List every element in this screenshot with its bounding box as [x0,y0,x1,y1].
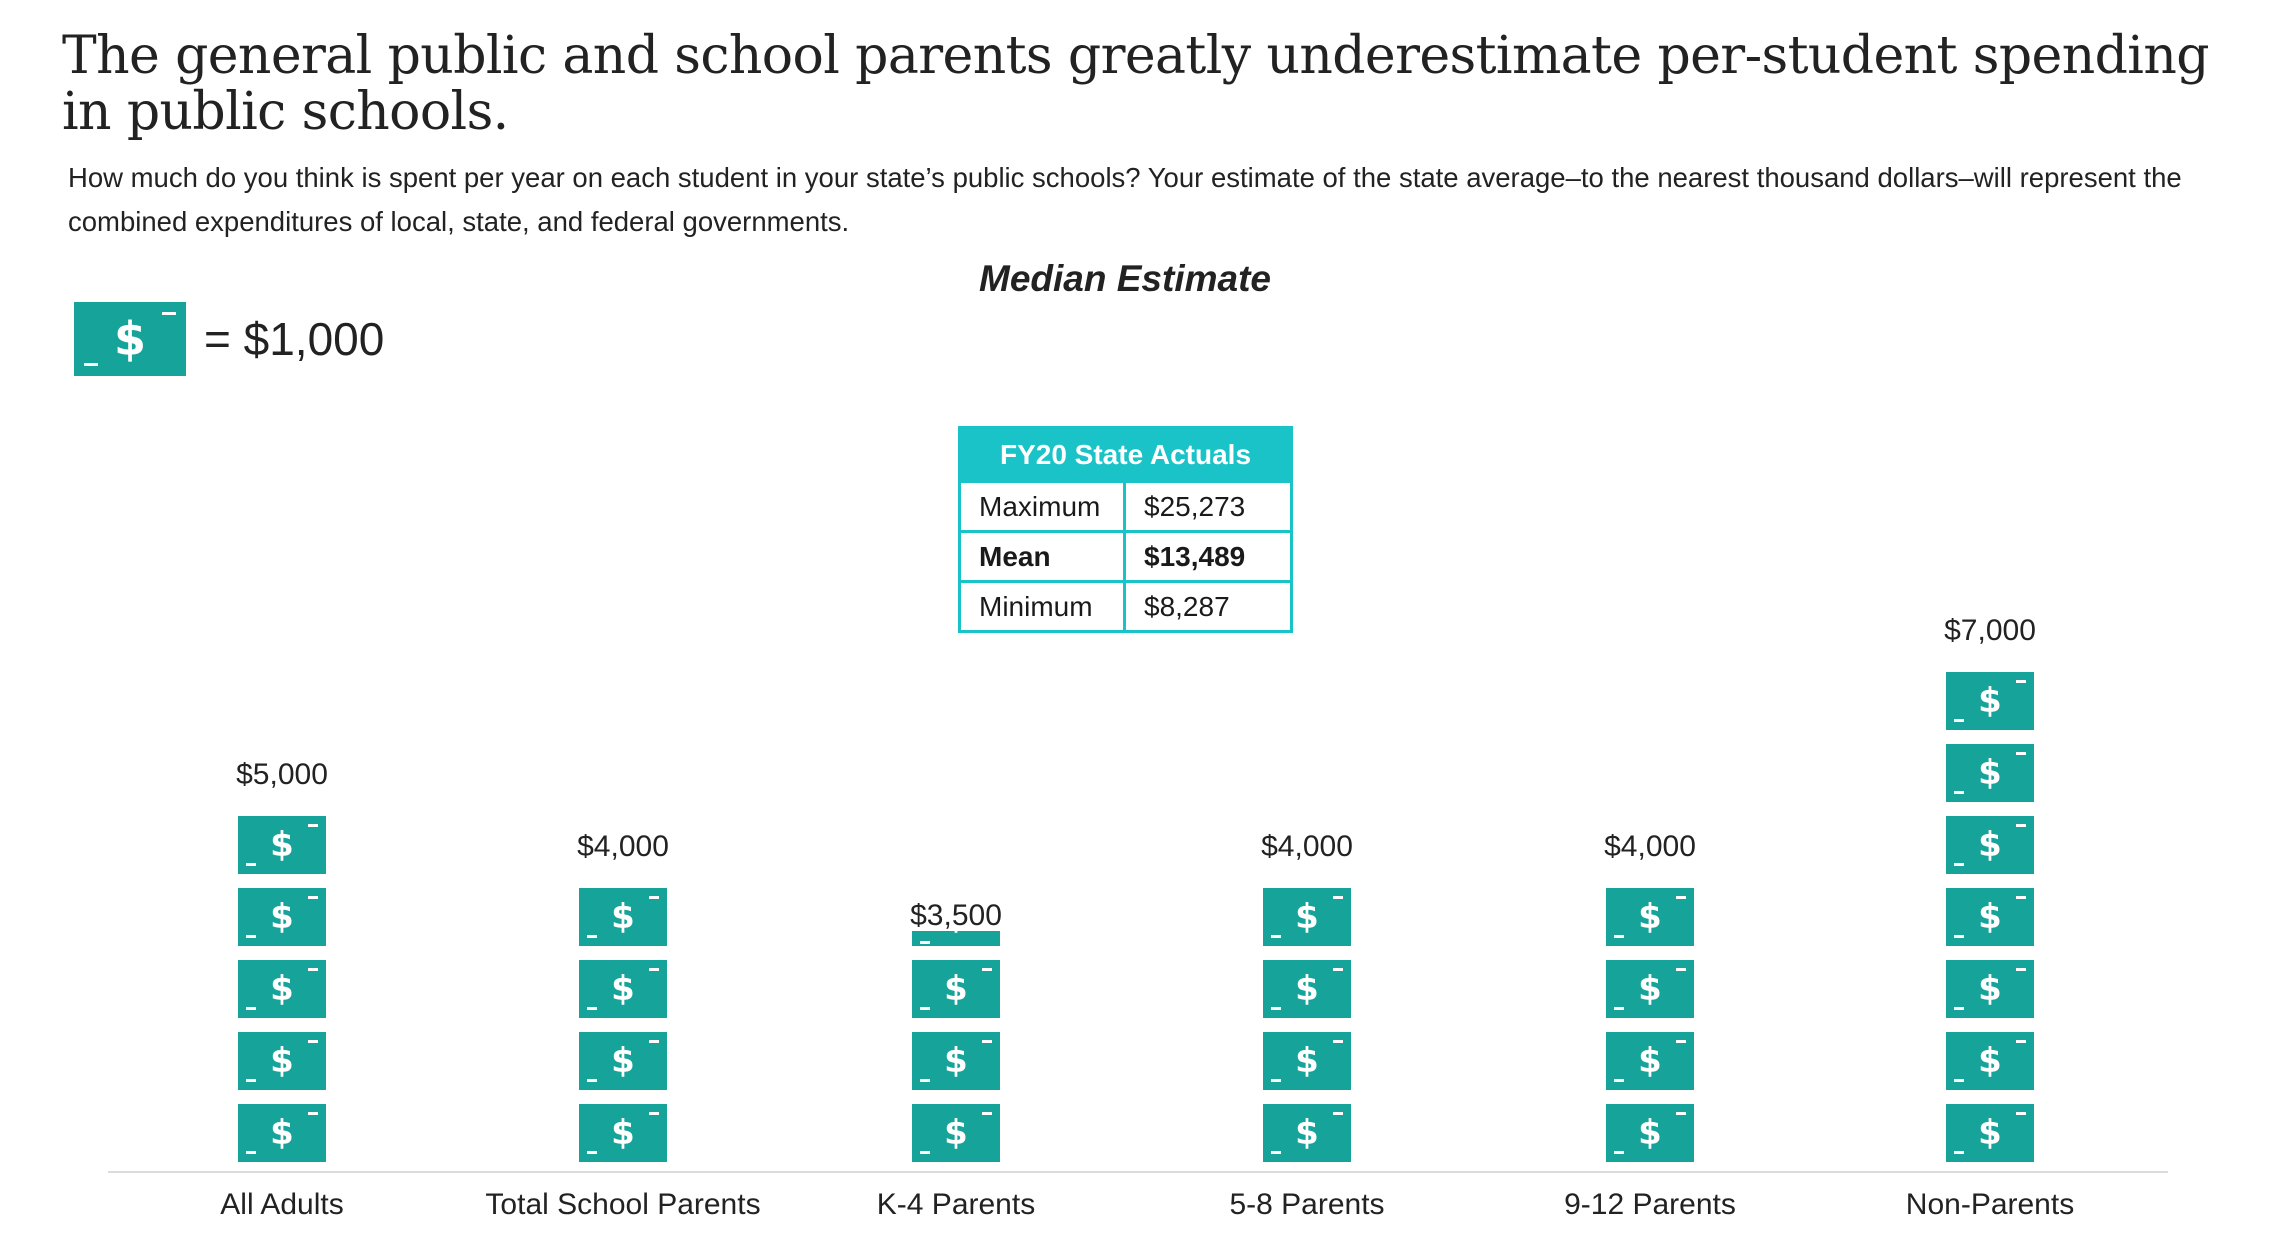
dollar-bill-icon: $ [1946,672,2034,730]
dollar-bill-icon: $ [1263,1032,1351,1090]
dollar-sign: $ [944,1113,968,1153]
dollar-sign: $ [611,897,635,937]
dollar-bill-icon: $ [1946,816,2034,874]
dollar-sign: $ [1638,1113,1662,1153]
dollar-bill-icon: $ [579,960,667,1018]
dollar-bill-icon: $ [1946,1104,2034,1162]
chart-baseline [108,1171,2168,1173]
value-label: $7,000 [1944,614,2036,647]
dollar-sign: $ [113,312,146,366]
dollar-bill-icon: $ [238,1104,326,1162]
legend-equals-label: = $1,000 [204,313,385,365]
value-label: $5,000 [236,758,328,791]
category-label: K-4 Parents [876,1188,1036,1221]
dollar-sign: $ [1295,1113,1319,1153]
dollar-sign: $ [611,1113,635,1153]
fy20-state-actuals-table: FY20 State Actuals Maximum $25,273 Mean … [958,426,1293,633]
dollar-bill-icon: $ [1946,744,2034,802]
dollar-bill-icon: $ [1263,960,1351,1018]
table-cell-value: $25,273 [1123,480,1293,533]
dollar-sign: $ [1295,969,1319,1009]
dollar-sign: $ [270,897,294,937]
dollar-bill-icon: $ [1263,1104,1351,1162]
dollar-bill-icon: $ [238,1032,326,1090]
table-cell-label: Maximum [958,480,1126,533]
survey-question: How much do you think is spent per year … [68,162,2182,237]
dollar-sign: $ [1638,897,1662,937]
value-label: $4,000 [577,830,669,863]
dollar-bill-icon: $ [1606,888,1694,946]
legend: $ = $1,000 [74,302,384,376]
dollar-bill-icon: $ [1946,1032,2034,1090]
table-cell-value: $13,489 [1123,530,1293,583]
table-row-mean: Mean $13,489 [958,530,1293,583]
value-label: $4,000 [1604,830,1696,863]
dollar-bill-icon: $ [1946,960,2034,1018]
dollar-bill-icon: $ [912,1032,1000,1090]
category-label: All Adults [220,1188,344,1221]
dollar-sign: $ [611,1041,635,1081]
table-header: FY20 State Actuals [958,426,1293,483]
dollar-sign: $ [270,969,294,1009]
dollar-bill-icon: $ [1606,1032,1694,1090]
dollar-sign: $ [1295,1041,1319,1081]
dollar-bill-icon: $ [238,888,326,946]
dollar-sign: $ [1978,897,2002,937]
dollar-sign: $ [270,1041,294,1081]
dollar-bill-icon: $ [238,816,326,874]
dollar-bill-icon: $ [238,960,326,1018]
dollar-sign: $ [1978,825,2002,865]
dollar-sign: $ [270,825,294,865]
value-label: $3,500 [910,899,1002,932]
dollar-bill-icon: $ [74,302,186,376]
table-cell-value: $8,287 [1123,580,1293,633]
table-row-minimum: Minimum $8,287 [958,580,1293,633]
dollar-sign: $ [1638,969,1662,1009]
dollar-sign: $ [1978,753,2002,793]
dollar-sign: $ [1638,1041,1662,1081]
dollar-sign: $ [1295,897,1319,937]
category-label: 5-8 Parents [1229,1188,1385,1221]
dollar-bill-icon: $ [912,931,1000,946]
dollar-sign: $ [611,969,635,1009]
dollar-bill-icon: $ [579,888,667,946]
dollar-sign: $ [912,931,1000,946]
dollar-bill-icon: $ [579,1104,667,1162]
dollar-sign: $ [1978,681,2002,721]
dollar-bill-icon: $ [579,1032,667,1090]
table-cell-label: Mean [958,530,1126,583]
chart-title: Median Estimate [979,258,1271,299]
dollar-sign: $ [1978,969,2002,1009]
dollar-bill-icon: $ [912,1104,1000,1162]
dollar-sign: $ [944,1041,968,1081]
page-title: The general public and school parents gr… [62,26,2210,142]
dollar-bill-icon: $ [1606,1104,1694,1162]
dollar-sign: $ [1978,1041,2002,1081]
dollar-sign: $ [270,1113,294,1153]
dollar-bill-icon: $ [912,960,1000,1018]
dollar-sign: $ [1978,1113,2002,1153]
value-label: $4,000 [1261,830,1353,863]
table-row-maximum: Maximum $25,273 [958,480,1293,533]
category-label: Non-Parents [1905,1188,2075,1221]
category-label: 9-12 Parents [1564,1188,1736,1221]
dollar-bill-icon: $ [1263,888,1351,946]
dollar-bill-icon: $ [1606,960,1694,1018]
table-cell-label: Minimum [958,580,1126,633]
dollar-sign: $ [944,969,968,1009]
category-label: Total School Parents [485,1188,761,1221]
dollar-bill-icon: $ [1946,888,2034,946]
